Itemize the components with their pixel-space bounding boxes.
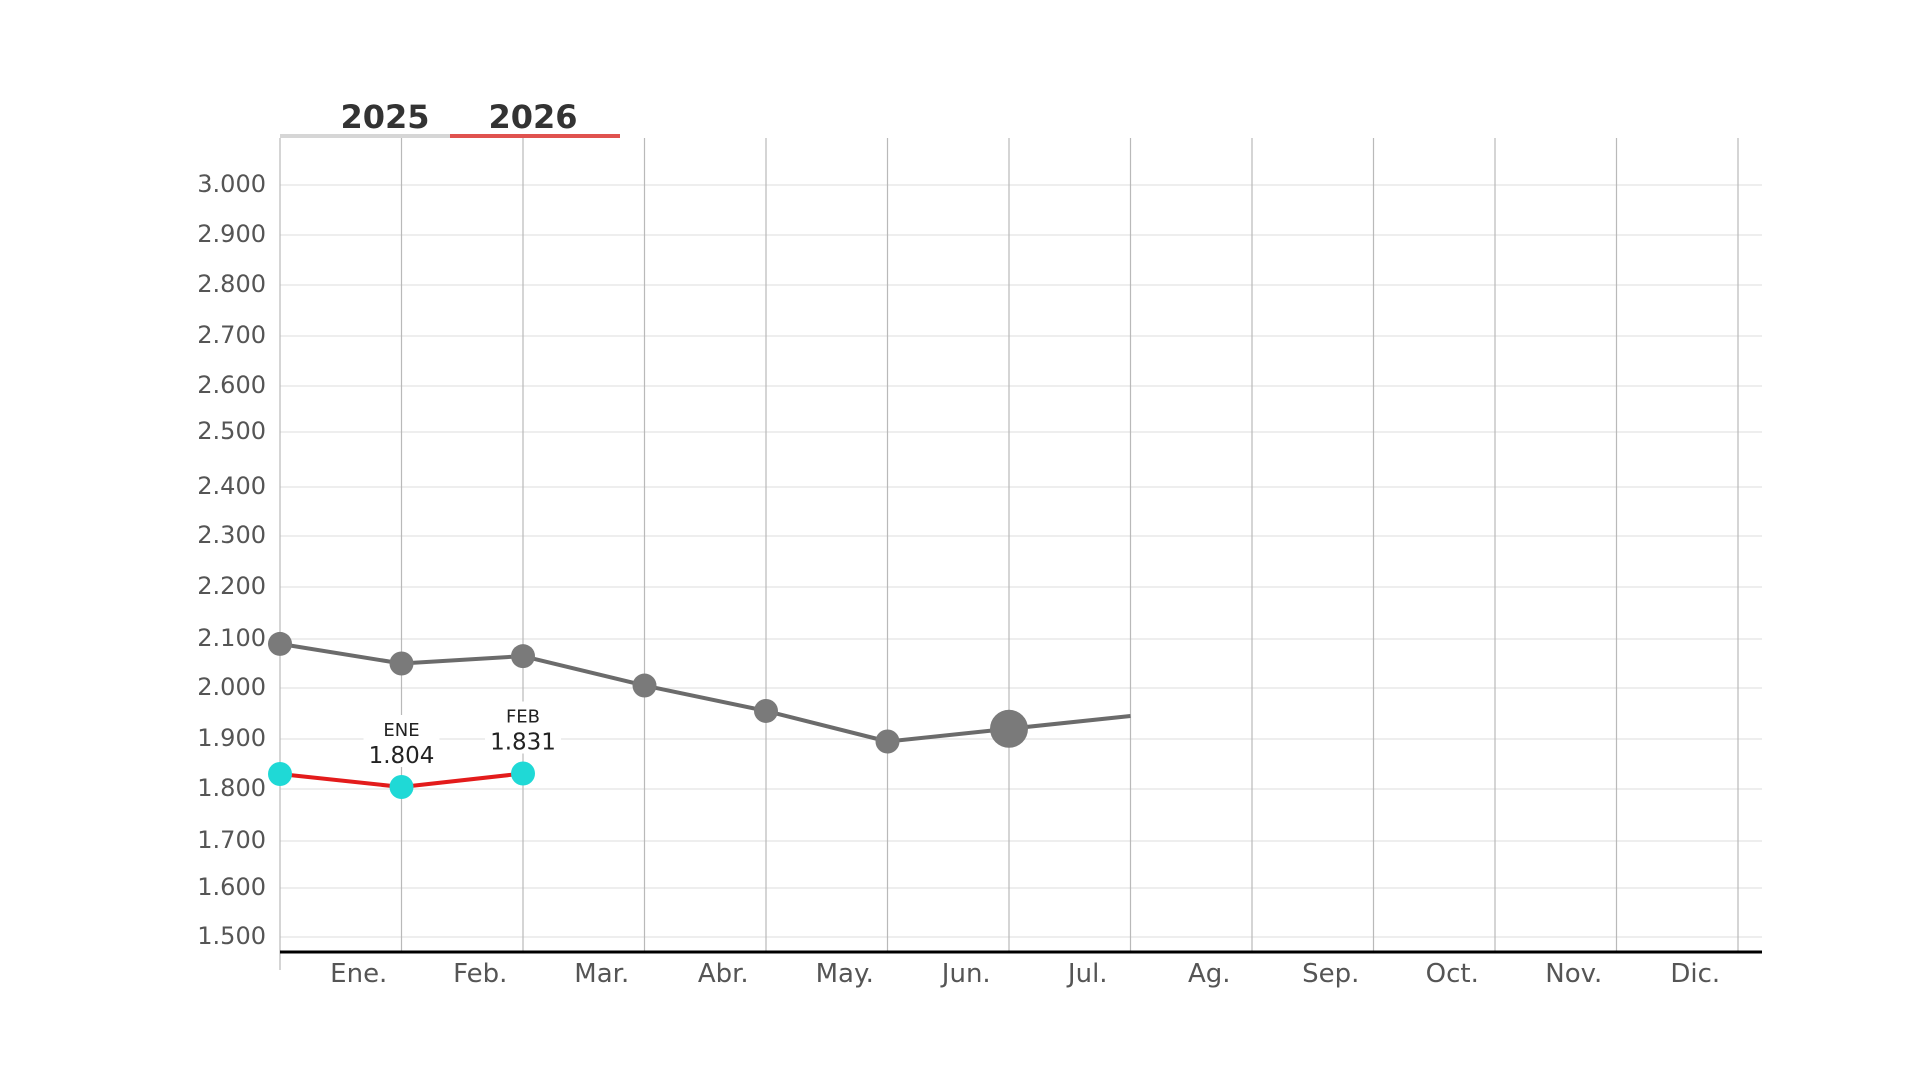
y-tick-label: 1.700	[197, 826, 266, 854]
y-tick-label: 2.500	[197, 417, 266, 445]
x-tick-label: Nov.	[1545, 959, 1602, 989]
point-label-value: 1.831	[490, 730, 556, 756]
y-tick-label: 1.900	[197, 724, 266, 752]
data-point-2025[interactable]	[875, 729, 900, 754]
y-tick-label: 2.900	[197, 220, 266, 248]
legend-label-2025: 2025	[340, 98, 429, 136]
data-point-2025[interactable]	[754, 698, 778, 723]
y-tick-label: 2.400	[197, 472, 266, 500]
point-label-bg	[485, 701, 561, 754]
data-point-2026[interactable]	[511, 761, 535, 786]
x-tick-label: Mar.	[574, 959, 629, 989]
series-line-2025	[279, 641, 1131, 744]
data-point-2025[interactable]	[389, 651, 414, 676]
x-axis-tick-labels: Ene. Feb. Mar. Abr. May. Jun. Jul. Ag. Sep. Oct. N…	[330, 959, 1720, 989]
legend-label-2026: 2026	[488, 98, 577, 136]
y-tick-label: 2.600	[197, 371, 266, 399]
data-point-2025[interactable]	[511, 644, 535, 669]
x-tick-label: Abr.	[698, 959, 749, 989]
x-tick-label: Jun.	[940, 959, 991, 989]
data-point-2025[interactable]	[632, 673, 657, 698]
x-tick-label: Sep.	[1302, 959, 1359, 989]
x-tick-label: Oct.	[1426, 959, 1479, 989]
legend: 2025 2026	[280, 98, 620, 138]
y-tick-label: 2.300	[197, 521, 266, 549]
point-label-value: 1.804	[369, 743, 435, 769]
point-label-bg	[363, 715, 440, 767]
data-point-2025[interactable]	[268, 631, 292, 656]
vertical-gridlines	[279, 138, 1739, 970]
y-tick-label: 2.700	[197, 321, 266, 349]
y-axis-tick-labels: 1.500 1.600 1.700 1.800 1.900 2.000 2.100 2.200…	[197, 170, 266, 950]
x-tick-label: Ag.	[1188, 959, 1231, 989]
x-tick-label: Ene.	[330, 959, 387, 989]
x-tick-label: May.	[816, 959, 874, 989]
y-tick-label: 2.200	[197, 572, 266, 600]
series-points	[268, 631, 1028, 799]
point-label-month: FEB	[506, 707, 540, 728]
x-tick-label: Dic.	[1670, 959, 1720, 989]
y-tick-label: 1.600	[197, 873, 266, 901]
y-tick-label: 2.100	[197, 624, 266, 652]
y-tick-label: 3.000	[197, 170, 266, 198]
point-label-month: ENE	[383, 720, 419, 741]
horizontal-gridlines	[280, 184, 1762, 938]
data-point-2026[interactable]	[268, 762, 292, 786]
data-point-2025[interactable]	[990, 709, 1028, 748]
x-tick-label: Jul.	[1066, 959, 1108, 989]
y-tick-label: 2.000	[197, 673, 266, 701]
y-tick-label: 2.800	[197, 270, 266, 298]
y-tick-label: 1.500	[197, 922, 266, 950]
data-point-2026[interactable]	[389, 775, 414, 799]
y-tick-label: 1.800	[197, 774, 266, 802]
x-tick-label: Feb.	[453, 959, 507, 989]
